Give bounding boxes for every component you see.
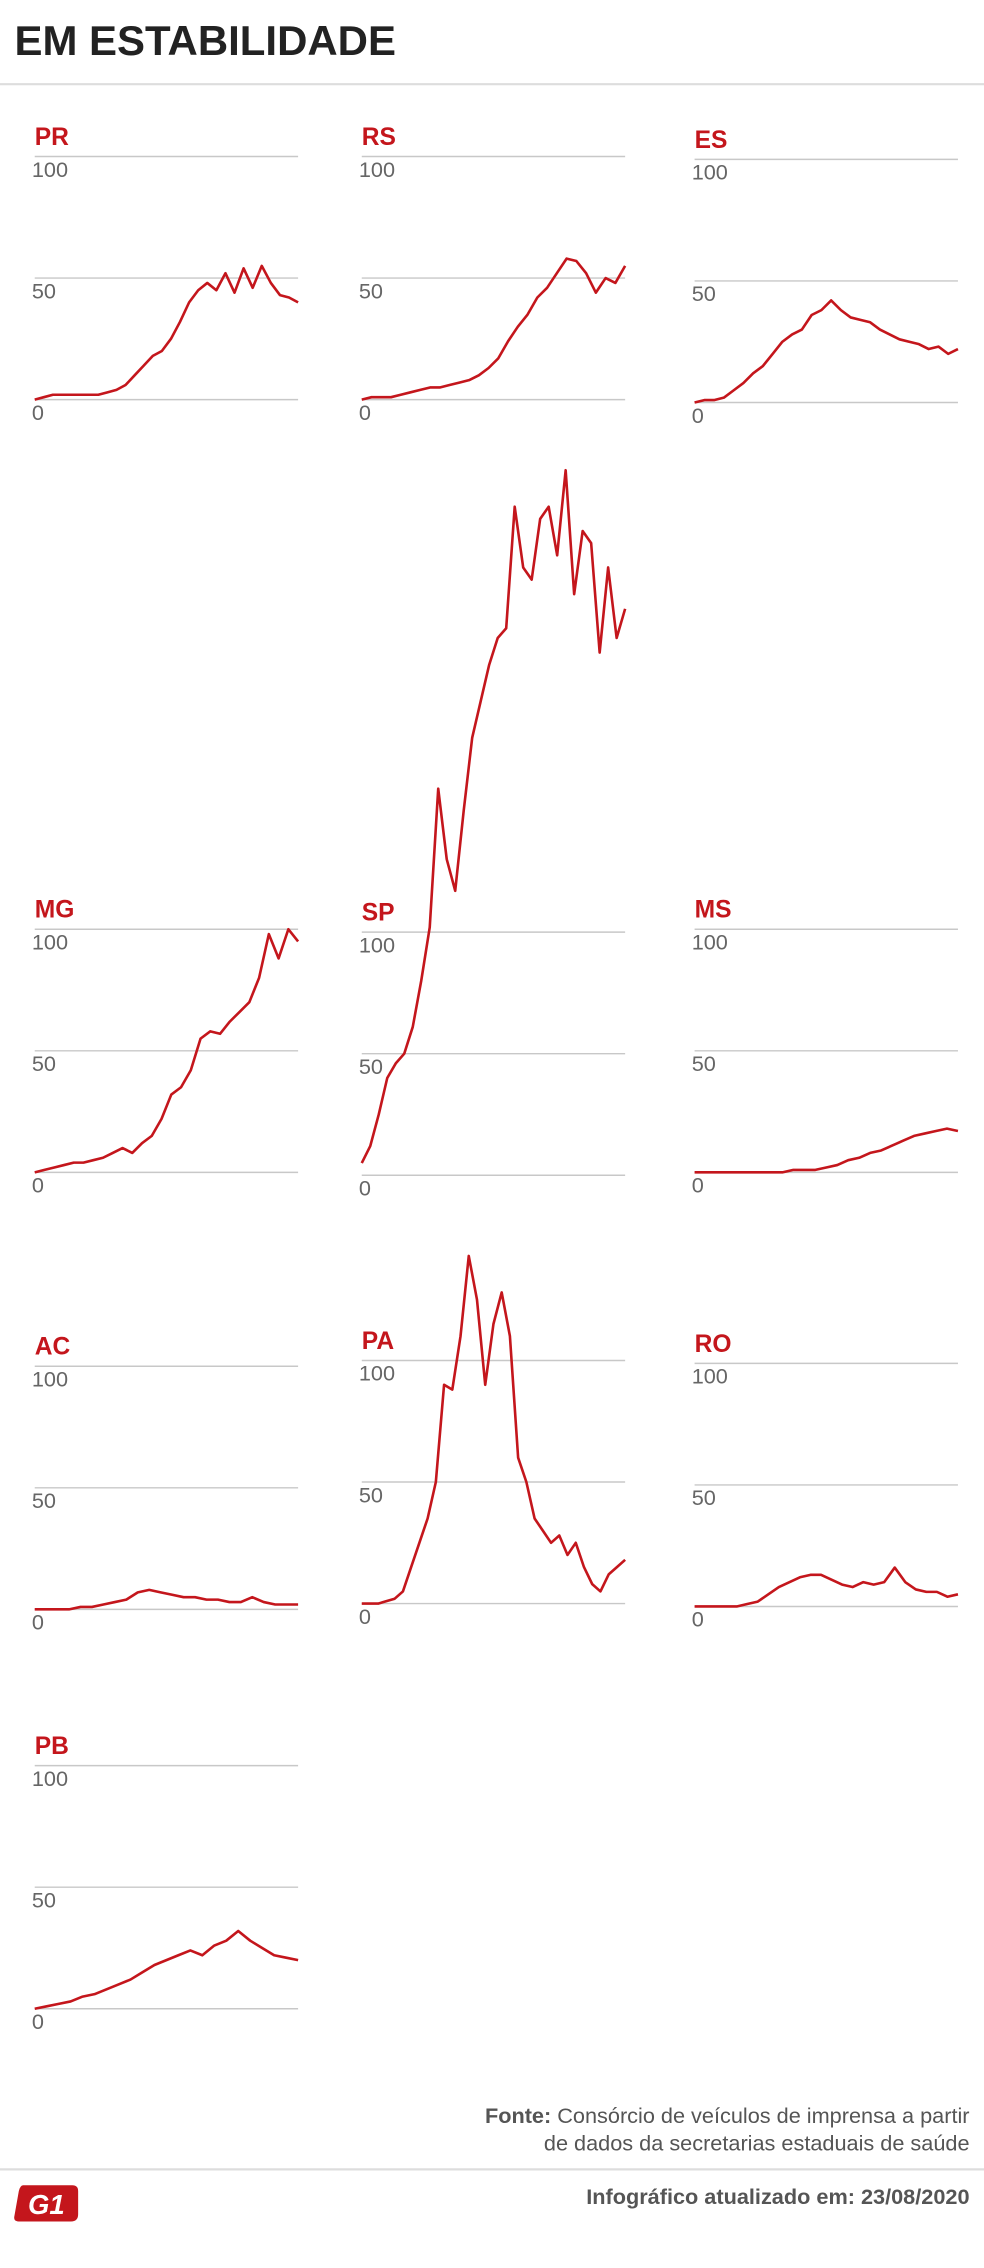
y-tick-label: 0: [692, 1173, 704, 1198]
series-line: [34, 264, 299, 401]
series-line: [360, 468, 627, 1164]
y-tick-label: 100: [32, 1766, 68, 1791]
y-tick-label: 100: [359, 157, 395, 182]
series-line: [694, 299, 959, 404]
y-tick-label: 50: [32, 1488, 56, 1513]
series-line: [694, 1127, 959, 1174]
panel-title: AC: [35, 1334, 71, 1361]
series-line: [34, 1929, 299, 2011]
y-tick-label: 50: [32, 1051, 56, 1076]
y-tick-label: 0: [32, 1610, 44, 1635]
y-tick-label: 0: [692, 403, 704, 428]
y-tick-label: 50: [692, 1051, 716, 1076]
y-tick-label: 0: [32, 1173, 44, 1198]
panel-title: RO: [695, 1331, 732, 1358]
y-tick-label: 100: [692, 929, 728, 954]
y-tick-label: 50: [359, 1482, 383, 1507]
y-tick-label: 50: [359, 278, 383, 303]
series-line: [34, 1588, 299, 1611]
source-label: Fonte:: [485, 2103, 551, 2128]
series-line: [361, 1254, 626, 1605]
panel-title: PB: [35, 1733, 69, 1760]
source-text: de dados da secretarias estaduais de saú…: [544, 2131, 970, 2156]
y-tick-label: 100: [359, 1361, 395, 1386]
y-tick-label: 50: [692, 281, 716, 306]
panel-title: MS: [695, 897, 732, 924]
y-tick-label: 50: [32, 278, 56, 303]
y-tick-label: 100: [32, 929, 68, 954]
y-tick-label: 0: [359, 1175, 371, 1200]
source-text: Consórcio de veículos de imprensa a part…: [557, 2103, 969, 2128]
y-tick-label: 0: [692, 1607, 704, 1632]
panel-title: SP: [362, 900, 395, 927]
logo-badge: [14, 2185, 79, 2222]
y-tick-label: 100: [32, 157, 68, 182]
page-title: EM ESTABILIDADE: [14, 17, 395, 64]
y-tick-label: 100: [692, 160, 728, 185]
logo: G1: [28, 2189, 65, 2220]
y-tick-label: 50: [32, 1887, 56, 1912]
y-tick-label: 0: [32, 2009, 44, 2034]
series-line: [361, 257, 627, 401]
panel-title: RS: [362, 124, 396, 151]
series-line: [694, 1566, 959, 1608]
source-line: Fonte: Consórcio de veículos de imprensa…: [485, 2103, 970, 2128]
y-tick-label: 50: [692, 1485, 716, 1510]
panel-title: PR: [35, 124, 69, 151]
panel-title: PA: [362, 1328, 395, 1355]
panel-title: MG: [35, 897, 75, 924]
y-tick-label: 0: [359, 1604, 371, 1629]
y-tick-label: 100: [359, 932, 395, 957]
y-tick-label: 0: [359, 400, 371, 425]
series-line: [34, 927, 300, 1174]
y-tick-label: 100: [692, 1364, 728, 1389]
panel-title: ES: [695, 127, 728, 154]
y-tick-label: 100: [32, 1367, 68, 1392]
y-tick-label: 0: [32, 400, 44, 425]
updated: Infográfico atualizado em: 23/08/2020: [586, 2184, 969, 2209]
y-tick-label: 50: [359, 1054, 383, 1079]
